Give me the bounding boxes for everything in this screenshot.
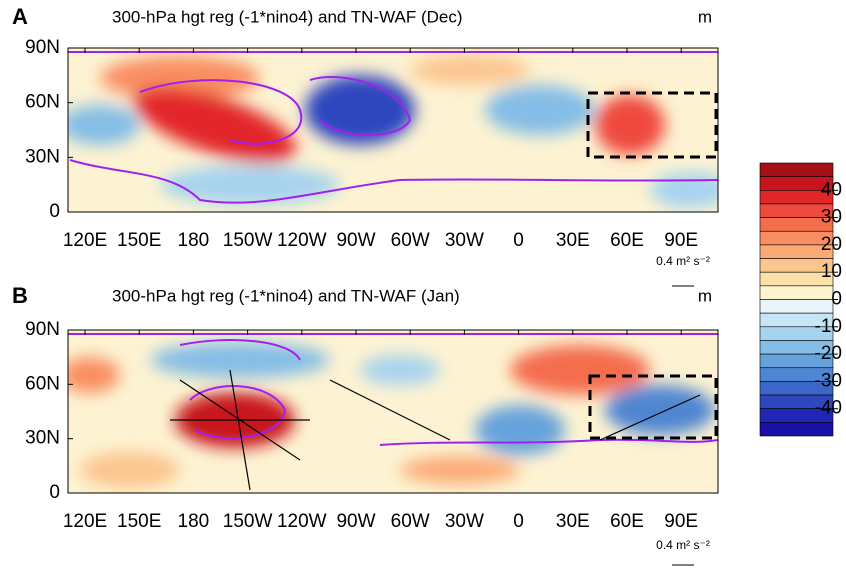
x-tick-label: 150W (223, 230, 273, 251)
map-frame (67, 47, 719, 213)
colorbar-tick-label: 0 (831, 289, 842, 310)
x-tick-label: 60E (610, 230, 644, 251)
y-tick-label: 90N (25, 319, 60, 340)
colorbar-tick-label: 30 (821, 207, 842, 228)
colorbar-tick-label: -30 (815, 370, 842, 391)
colorbar-box (759, 422, 834, 437)
x-tick-label: 90E (664, 511, 698, 532)
panel-label: B (12, 283, 28, 308)
x-tick-label: 180 (178, 511, 210, 532)
x-tick-label: 60E (610, 511, 644, 532)
x-tick-label: 60W (391, 511, 430, 532)
colorbar-box (759, 285, 834, 300)
y-tick-label: 0 (49, 482, 60, 503)
x-tick-label: 30W (445, 511, 484, 532)
panel-title: 300-hPa hgt reg (-1*nino4) and TN-WAF (D… (112, 7, 463, 26)
x-tick-label: 120E (63, 511, 107, 532)
y-tick-label: 30N (25, 428, 60, 449)
ref-vector-label: 0.4 m² s⁻² (656, 538, 710, 552)
colorbar-tick-label: -20 (815, 343, 842, 364)
x-tick-label: 60W (391, 230, 430, 251)
x-tick-label: 120W (277, 511, 327, 532)
x-tick-label: 30W (445, 230, 484, 251)
unit: m (698, 7, 712, 26)
panel-label: A (12, 4, 28, 29)
colorbar-tick-label: 20 (821, 234, 842, 255)
y-tick-label: 30N (25, 146, 60, 167)
x-tick-label: 0 (513, 511, 524, 532)
colorbar-tick-label: 10 (821, 261, 842, 282)
panel-title: 300-hPa hgt reg (-1*nino4) and TN-WAF (J… (112, 286, 460, 305)
x-tick-label: 30E (556, 511, 590, 532)
colorbar-box (759, 299, 834, 314)
ref-vector-label: 0.4 m² s⁻² (656, 254, 710, 268)
map-a (68, 48, 718, 212)
x-tick-label: 150E (117, 230, 161, 251)
unit: m (698, 286, 712, 305)
x-tick-label: 120E (63, 230, 107, 251)
map-frame (67, 329, 719, 494)
y-tick-label: 0 (49, 201, 60, 222)
colorbar-tick-label: -40 (815, 398, 842, 419)
colorbar-box (759, 162, 834, 177)
x-tick-label: 90W (336, 511, 375, 532)
x-tick-label: 180 (178, 230, 210, 251)
x-tick-label: 150E (117, 511, 161, 532)
x-tick-label: 120W (277, 230, 327, 251)
y-tick-label: 60N (25, 373, 60, 394)
colorbar-tick-label: -10 (815, 316, 842, 337)
map-b (68, 330, 718, 493)
x-tick-label: 90W (336, 230, 375, 251)
x-tick-label: 0 (513, 230, 524, 251)
x-tick-label: 30E (556, 230, 590, 251)
x-tick-label: 150W (223, 511, 273, 532)
y-tick-label: 60N (25, 92, 60, 113)
y-tick-label: 90N (25, 37, 60, 58)
x-tick-label: 90E (664, 230, 698, 251)
colorbar-tick-label: 40 (821, 179, 842, 200)
